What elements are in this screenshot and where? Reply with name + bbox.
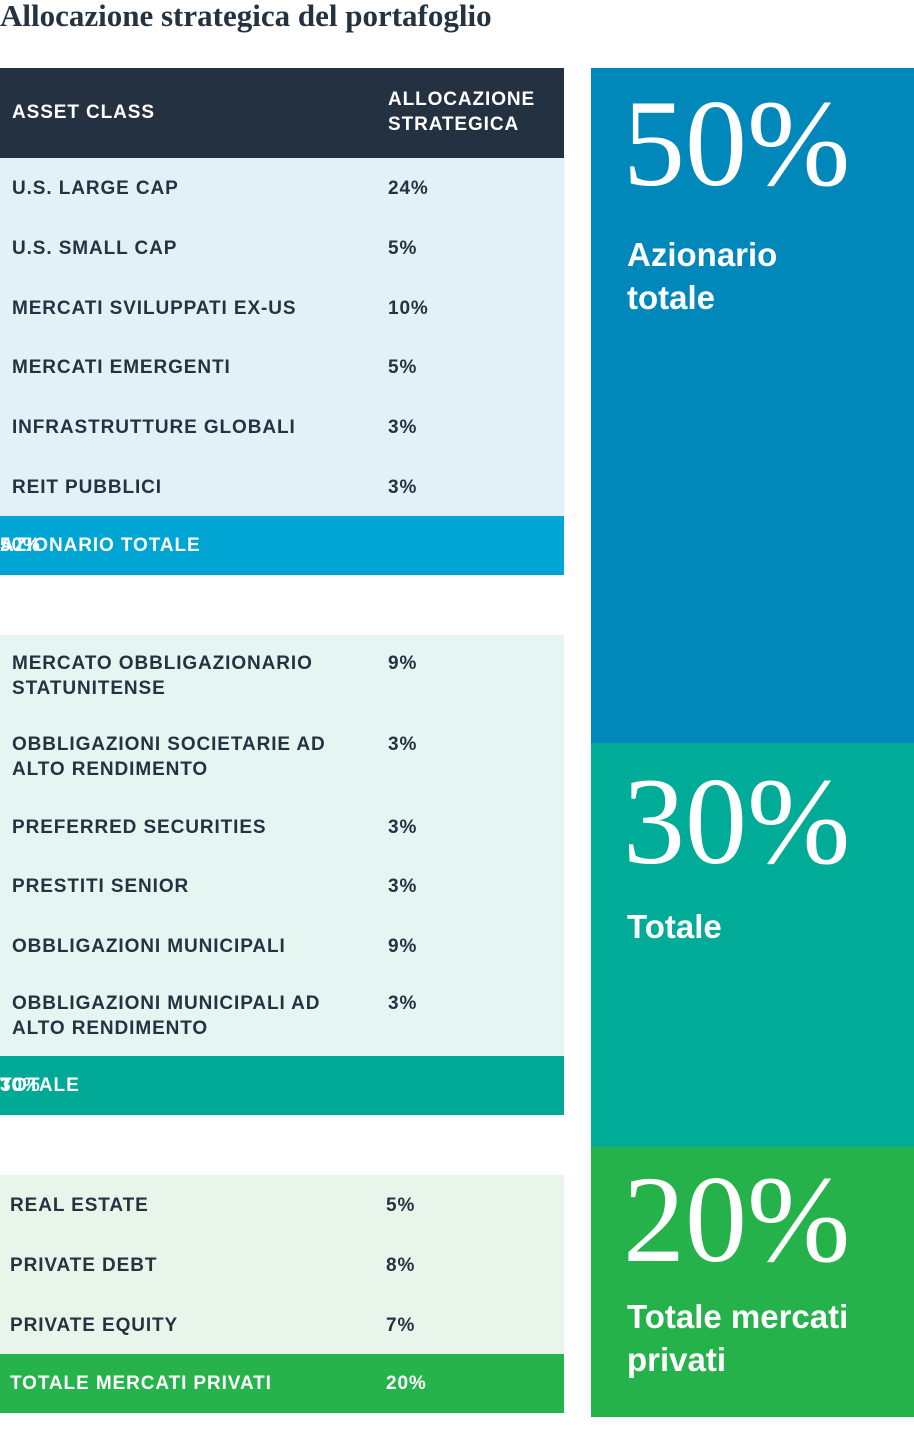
- asset-class-name: PRESTITI SENIOR: [12, 876, 190, 897]
- total-value: 20%: [386, 1373, 427, 1394]
- asset-class-name: OBBLIGAZIONI SOCIETARIE AD ALTO RENDIMEN…: [12, 734, 326, 780]
- allocation-value: 3%: [388, 734, 418, 755]
- group-total-row: AZIONARIO TOTALE 50%: [0, 516, 564, 575]
- segment-percent: 20%: [623, 1150, 851, 1288]
- asset-class-name: MERCATO OBBLIGAZIONARIO STATUNITENSE: [12, 653, 313, 699]
- allocation-value: 7%: [386, 1315, 416, 1336]
- allocation-bar-segment: 50% Azionario totale: [591, 68, 914, 743]
- table-header: ASSET CLASS ALLOCAZIONE STRATEGICA: [0, 68, 564, 158]
- header-asset-class: ASSET CLASS: [12, 102, 155, 123]
- group-total-row: TOTALE 30%: [0, 1056, 564, 1115]
- total-value: 30%: [0, 1075, 41, 1096]
- total-value: 50%: [0, 535, 41, 556]
- segment-label: Totale: [627, 908, 722, 945]
- group-total-row: TOTALE MERCATI PRIVATI 20%: [0, 1354, 564, 1413]
- asset-class-name: PRIVATE EQUITY: [10, 1315, 179, 1336]
- page-title: Allocazione strategica del portafoglio: [0, 0, 492, 33]
- allocation-bar-segment: 20% Totale mercati privati: [591, 1147, 914, 1417]
- segment-percent: 30%: [623, 753, 851, 890]
- asset-class-name: REAL ESTATE: [10, 1195, 149, 1216]
- allocation-value: 3%: [388, 876, 418, 897]
- asset-class-name: U.S. SMALL CAP: [12, 238, 178, 259]
- asset-class-name: OBBLIGAZIONI MUNICIPALI AD ALTO RENDIMEN…: [12, 993, 321, 1039]
- allocation-value: 24%: [388, 178, 429, 199]
- allocation-value: 10%: [388, 298, 429, 319]
- allocation-value: 5%: [388, 238, 418, 259]
- allocation-value: 8%: [386, 1255, 416, 1276]
- total-label: TOTALE MERCATI PRIVATI: [10, 1373, 272, 1394]
- asset-class-name: PRIVATE DEBT: [10, 1255, 158, 1276]
- total-label: AZIONARIO TOTALE: [0, 535, 201, 556]
- allocation-value: 9%: [388, 653, 418, 674]
- private-markets-group-background: [0, 1175, 564, 1354]
- header-allocation: ALLOCAZIONE STRATEGICA: [388, 89, 536, 135]
- asset-class-name: U.S. LARGE CAP: [12, 178, 179, 199]
- asset-class-name: MERCATI SVILUPPATI EX-US: [12, 298, 297, 319]
- segment-percent: 50%: [623, 75, 851, 212]
- asset-class-name: MERCATI EMERGENTI: [12, 357, 231, 378]
- allocation-value: 3%: [388, 477, 418, 498]
- segment-label: Azionario totale: [627, 236, 778, 316]
- segment-label: Totale mercati privati: [627, 1297, 849, 1378]
- fixed-income-group-background: [0, 635, 564, 1056]
- asset-class-name: REIT PUBBLICI: [12, 477, 162, 498]
- asset-class-name: PREFERRED SECURITIES: [12, 817, 267, 838]
- total-label: TOTALE: [0, 1075, 80, 1096]
- allocation-value: 5%: [388, 357, 418, 378]
- allocation-value: 3%: [388, 817, 418, 838]
- allocation-value: 5%: [386, 1195, 416, 1216]
- asset-class-name: INFRASTRUTTURE GLOBALI: [12, 417, 296, 438]
- allocation-value: 3%: [388, 993, 418, 1014]
- allocation-value: 3%: [388, 417, 418, 438]
- allocation-value: 9%: [388, 936, 418, 957]
- allocation-bar-segment: 30% Totale: [591, 742, 914, 1148]
- equity-group-background: [0, 158, 564, 516]
- asset-class-name: OBBLIGAZIONI MUNICIPALI: [12, 936, 286, 957]
